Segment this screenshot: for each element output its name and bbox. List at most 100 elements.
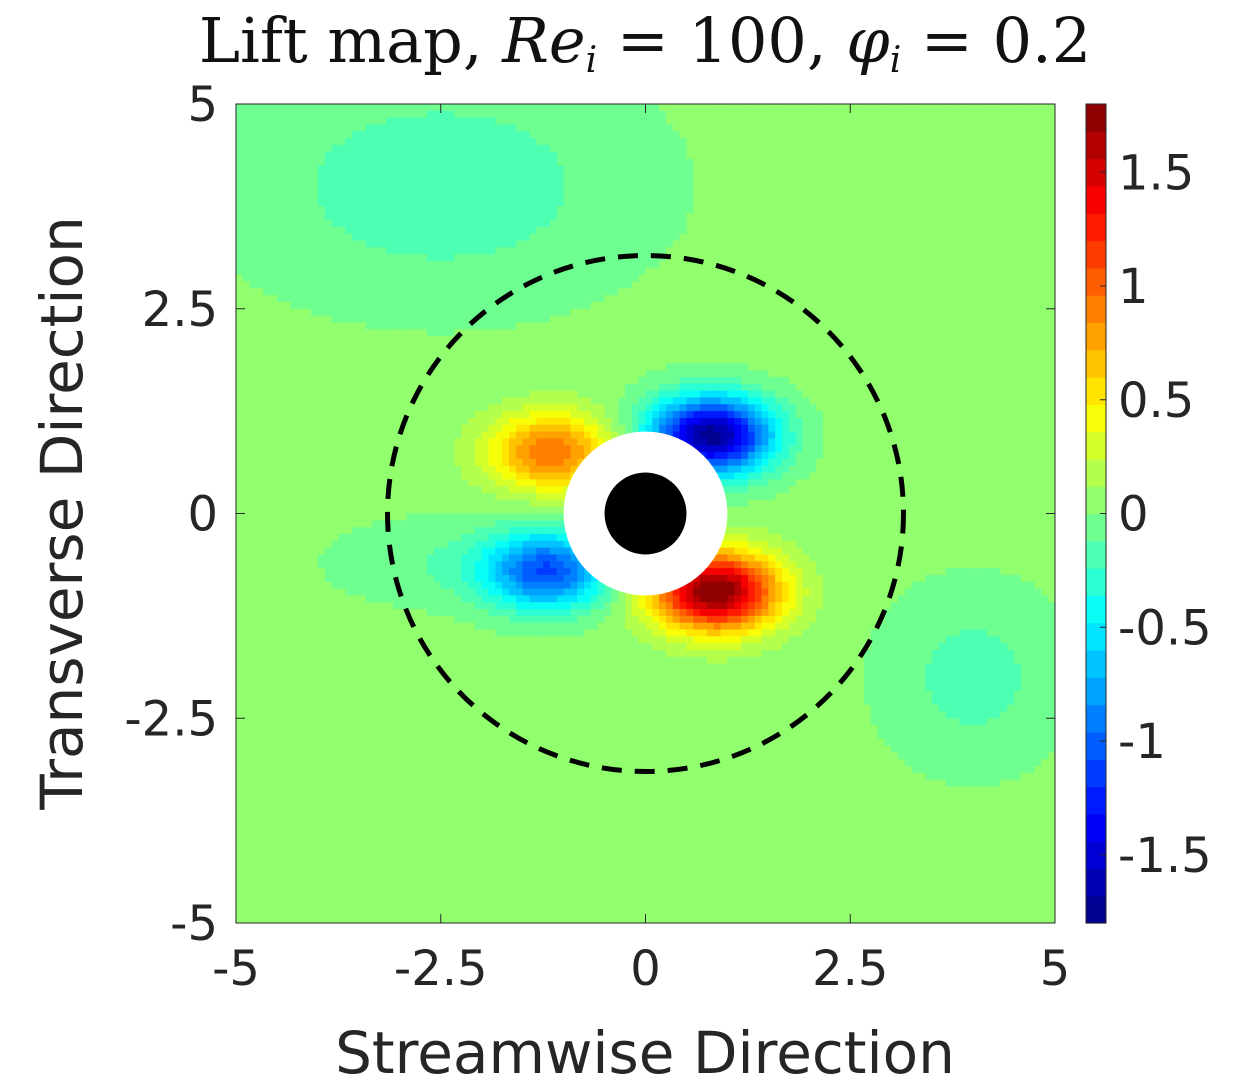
heatmap-cell — [290, 322, 299, 330]
heatmap-cell — [236, 458, 244, 467]
heatmap-cell — [502, 629, 510, 637]
heatmap-cell — [379, 370, 387, 378]
heatmap-cell — [352, 786, 360, 794]
heatmap-cell — [454, 411, 462, 419]
heatmap-cell — [372, 561, 380, 569]
heatmap-cell — [461, 336, 469, 344]
heatmap-cell — [386, 581, 394, 590]
heatmap-cell — [249, 540, 258, 549]
heatmap-cell — [317, 588, 326, 596]
heatmap-cell — [345, 206, 353, 214]
heatmap-cell — [317, 295, 326, 303]
heatmap-cell — [447, 677, 455, 685]
heatmap-cell — [461, 779, 469, 788]
heatmap-cell — [270, 841, 278, 849]
heatmap-cell — [331, 772, 339, 781]
heatmap-cell — [317, 650, 326, 658]
heatmap-cell — [352, 493, 360, 501]
heatmap-cell — [372, 411, 380, 419]
heatmap-cell — [242, 595, 251, 603]
heatmap-cell — [379, 520, 387, 528]
heatmap-cell — [488, 254, 496, 262]
heatmap-cell — [406, 315, 415, 323]
heatmap-cell — [481, 609, 490, 617]
heatmap-cell — [304, 472, 312, 480]
heatmap-cell — [440, 288, 449, 296]
heatmap-cell — [488, 650, 496, 658]
heatmap-cell — [290, 329, 299, 337]
heatmap-cell — [440, 520, 449, 528]
heatmap-cell — [317, 220, 326, 228]
heatmap-cell — [488, 281, 496, 289]
heatmap-cell — [515, 383, 524, 392]
heatmap-cell — [509, 513, 517, 521]
heatmap-cell — [297, 322, 305, 330]
heatmap-cell — [249, 766, 258, 774]
heatmap-cell — [474, 772, 483, 781]
heatmap-cell — [283, 786, 292, 794]
heatmap-cell — [276, 308, 285, 317]
heatmap-cell — [256, 786, 264, 794]
heatmap-cell — [283, 847, 292, 856]
heatmap-cell — [324, 424, 333, 433]
heatmap-cell — [509, 506, 517, 515]
heatmap-cell — [324, 295, 333, 303]
heatmap-cell — [399, 329, 408, 337]
heatmap-cell — [440, 158, 449, 167]
heatmap-cell — [392, 342, 401, 351]
heatmap-cell — [249, 841, 258, 849]
heatmap-cell — [256, 547, 264, 556]
heatmap-cell — [392, 622, 401, 631]
heatmap-cell — [427, 875, 435, 883]
heatmap-cell — [270, 336, 278, 344]
heatmap-cell — [331, 220, 339, 228]
heatmap-cell — [338, 158, 346, 167]
heatmap-cell — [276, 841, 285, 849]
heatmap-cell — [358, 766, 367, 774]
heatmap-cell — [270, 417, 278, 426]
heatmap-cell — [249, 329, 258, 337]
heatmap-cell — [399, 513, 408, 521]
heatmap-cell — [515, 144, 524, 153]
heatmap-cell — [379, 875, 387, 883]
heatmap-cell — [440, 677, 449, 685]
heatmap-cell — [256, 588, 264, 596]
heatmap-cell — [242, 479, 251, 487]
heatmap-cell — [447, 520, 455, 528]
heatmap-cell — [276, 383, 285, 392]
heatmap-cell — [468, 424, 476, 433]
heatmap-cell — [474, 417, 483, 426]
heatmap-cell — [481, 738, 490, 747]
heatmap-cell — [352, 124, 360, 132]
heatmap-cell — [358, 847, 367, 856]
heatmap-cell — [502, 110, 510, 119]
heatmap-cell — [474, 383, 483, 392]
heatmap-cell — [256, 424, 264, 433]
heatmap-cell — [317, 882, 326, 890]
heatmap-cell — [263, 834, 271, 842]
heatmap-cell — [270, 547, 278, 556]
heatmap-cell — [352, 759, 360, 767]
heatmap-cell — [495, 602, 503, 610]
heatmap-cell — [276, 690, 285, 699]
heatmap-cell — [256, 254, 264, 262]
heatmap-cell — [270, 527, 278, 535]
heatmap-cell — [461, 902, 469, 910]
heatmap-cell — [447, 315, 455, 323]
heatmap-cell — [263, 465, 271, 474]
heatmap-cell — [324, 131, 333, 139]
heatmap-cell — [420, 745, 428, 753]
heatmap-cell — [481, 192, 490, 201]
heatmap-cell — [461, 254, 469, 262]
heatmap-cell — [331, 308, 339, 317]
heatmap-cell — [433, 377, 442, 385]
heatmap-cell — [474, 363, 483, 371]
heatmap-cell — [406, 417, 415, 426]
heatmap-cell — [468, 213, 476, 221]
heatmap-cell — [420, 520, 428, 528]
heatmap-cell — [324, 479, 333, 487]
heatmap-cell — [352, 417, 360, 426]
heatmap-cell — [338, 745, 346, 753]
heatmap-cell — [386, 267, 394, 276]
heatmap-cell — [242, 533, 251, 542]
